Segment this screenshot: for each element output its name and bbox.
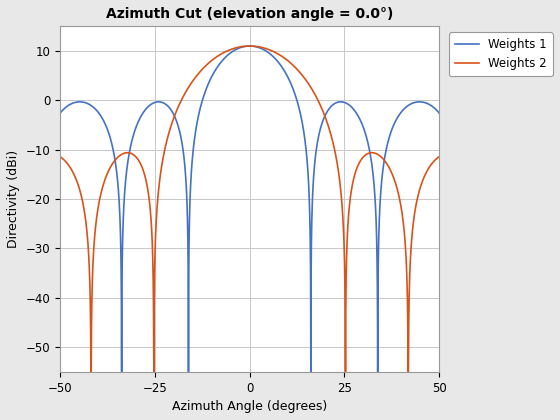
Weights 1 xyxy=(246,44,253,49)
Weights 1 xyxy=(118,369,125,374)
Weights 2 xyxy=(72,176,79,181)
Line: Weights 1: Weights 1 xyxy=(60,46,440,372)
Weights 1 xyxy=(436,111,443,116)
Weights 1 xyxy=(80,100,86,105)
Legend: Weights 1, Weights 2: Weights 1, Weights 2 xyxy=(449,32,553,76)
Title: Azimuth Cut (elevation angle = 0.0°): Azimuth Cut (elevation angle = 0.0°) xyxy=(106,7,393,21)
Weights 1 xyxy=(57,111,63,116)
Line: Weights 2: Weights 2 xyxy=(60,46,440,372)
Weights 2 xyxy=(80,200,86,205)
Weights 1 xyxy=(131,129,138,134)
Weights 2 xyxy=(436,154,443,159)
Weights 2 xyxy=(58,155,65,160)
Weights 1 xyxy=(58,109,65,114)
Weights 2 xyxy=(416,188,423,193)
Weights 2 xyxy=(87,369,94,374)
Weights 1 xyxy=(242,44,249,49)
Y-axis label: Directivity (dBi): Directivity (dBi) xyxy=(7,150,20,248)
Weights 2 xyxy=(246,44,253,49)
Weights 2 xyxy=(131,153,138,158)
Weights 2 xyxy=(242,44,249,49)
Weights 1 xyxy=(72,100,79,105)
Weights 1 xyxy=(416,99,423,104)
Weights 2 xyxy=(57,154,63,159)
X-axis label: Azimuth Angle (degrees): Azimuth Angle (degrees) xyxy=(172,400,327,413)
